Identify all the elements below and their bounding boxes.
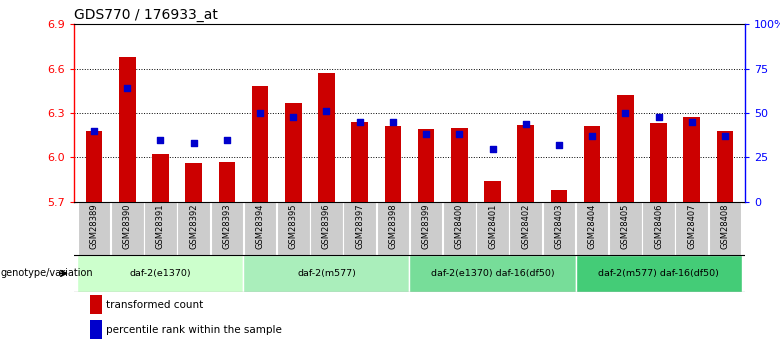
Bar xyxy=(410,202,442,255)
Point xyxy=(187,140,200,146)
Point xyxy=(353,119,366,125)
Bar xyxy=(576,255,742,292)
Point xyxy=(519,121,532,126)
Text: GSM28400: GSM28400 xyxy=(455,204,464,249)
Point xyxy=(619,110,632,116)
Bar xyxy=(351,122,368,202)
Text: GSM28406: GSM28406 xyxy=(654,204,663,249)
Bar xyxy=(86,131,102,202)
Bar xyxy=(144,202,177,255)
Bar xyxy=(517,125,534,202)
Text: GSM28389: GSM28389 xyxy=(90,204,98,249)
Point xyxy=(154,137,167,142)
Bar xyxy=(277,202,310,255)
Bar xyxy=(451,128,468,202)
Text: GSM28392: GSM28392 xyxy=(189,204,198,249)
Text: transformed count: transformed count xyxy=(106,299,204,309)
Bar xyxy=(609,202,642,255)
Text: GSM28395: GSM28395 xyxy=(289,204,298,249)
Text: GSM28405: GSM28405 xyxy=(621,204,630,249)
Bar xyxy=(244,202,276,255)
Text: GSM28402: GSM28402 xyxy=(521,204,530,249)
Point xyxy=(652,114,665,119)
Text: daf-2(m577) daf-16(df50): daf-2(m577) daf-16(df50) xyxy=(598,269,719,278)
Point xyxy=(287,114,300,119)
Text: GSM28397: GSM28397 xyxy=(355,204,364,249)
Bar xyxy=(243,255,410,292)
Text: GSM28399: GSM28399 xyxy=(422,204,431,249)
Bar xyxy=(177,202,210,255)
Point xyxy=(718,133,731,139)
Bar xyxy=(310,202,342,255)
Bar xyxy=(186,163,202,202)
Text: GSM28398: GSM28398 xyxy=(388,204,397,249)
Bar xyxy=(642,202,675,255)
Bar xyxy=(119,57,136,202)
Text: GSM28403: GSM28403 xyxy=(555,204,563,249)
Bar xyxy=(377,202,410,255)
Text: daf-2(e1370): daf-2(e1370) xyxy=(129,269,191,278)
Text: GSM28408: GSM28408 xyxy=(721,204,729,249)
Bar xyxy=(675,202,708,255)
Bar xyxy=(252,86,268,202)
Bar xyxy=(576,202,608,255)
Bar xyxy=(509,202,542,255)
Bar xyxy=(410,255,576,292)
Point xyxy=(254,110,266,116)
Bar xyxy=(651,124,667,202)
Bar xyxy=(77,255,243,292)
Point xyxy=(121,85,133,91)
Bar xyxy=(343,202,376,255)
Bar xyxy=(211,202,243,255)
Bar xyxy=(90,295,101,314)
Text: GSM28391: GSM28391 xyxy=(156,204,165,249)
Text: GSM28404: GSM28404 xyxy=(587,204,597,249)
Bar xyxy=(551,190,567,202)
Text: daf-2(m577): daf-2(m577) xyxy=(297,269,356,278)
Bar xyxy=(443,202,476,255)
Bar xyxy=(152,155,168,202)
Point xyxy=(88,128,101,134)
Bar xyxy=(477,202,509,255)
Text: percentile rank within the sample: percentile rank within the sample xyxy=(106,325,282,335)
Bar xyxy=(484,181,501,202)
Text: GSM28394: GSM28394 xyxy=(256,204,264,249)
Point xyxy=(420,131,432,137)
Point xyxy=(387,119,399,125)
Text: GSM28401: GSM28401 xyxy=(488,204,497,249)
Text: GSM28390: GSM28390 xyxy=(122,204,132,249)
Bar xyxy=(683,117,700,202)
Bar xyxy=(318,73,335,202)
Point xyxy=(221,137,233,142)
Point xyxy=(586,133,598,139)
Bar xyxy=(90,320,101,339)
Text: GSM28393: GSM28393 xyxy=(222,204,232,249)
Text: GSM28396: GSM28396 xyxy=(322,204,331,249)
Text: daf-2(e1370) daf-16(df50): daf-2(e1370) daf-16(df50) xyxy=(431,269,555,278)
Point xyxy=(686,119,698,125)
Bar xyxy=(78,202,110,255)
Bar xyxy=(543,202,575,255)
Bar xyxy=(584,126,601,202)
Bar xyxy=(218,162,235,202)
Bar xyxy=(617,95,633,202)
Text: GSM28407: GSM28407 xyxy=(687,204,697,249)
Point xyxy=(553,142,566,148)
Text: genotype/variation: genotype/variation xyxy=(1,268,94,278)
Bar xyxy=(418,129,434,202)
Bar xyxy=(111,202,144,255)
Bar xyxy=(385,126,401,202)
Text: GDS770 / 176933_at: GDS770 / 176933_at xyxy=(74,8,218,22)
Bar xyxy=(717,131,733,202)
Point xyxy=(486,146,498,151)
Point xyxy=(453,131,466,137)
Bar xyxy=(709,202,741,255)
Bar xyxy=(285,102,302,202)
Point xyxy=(321,108,333,114)
